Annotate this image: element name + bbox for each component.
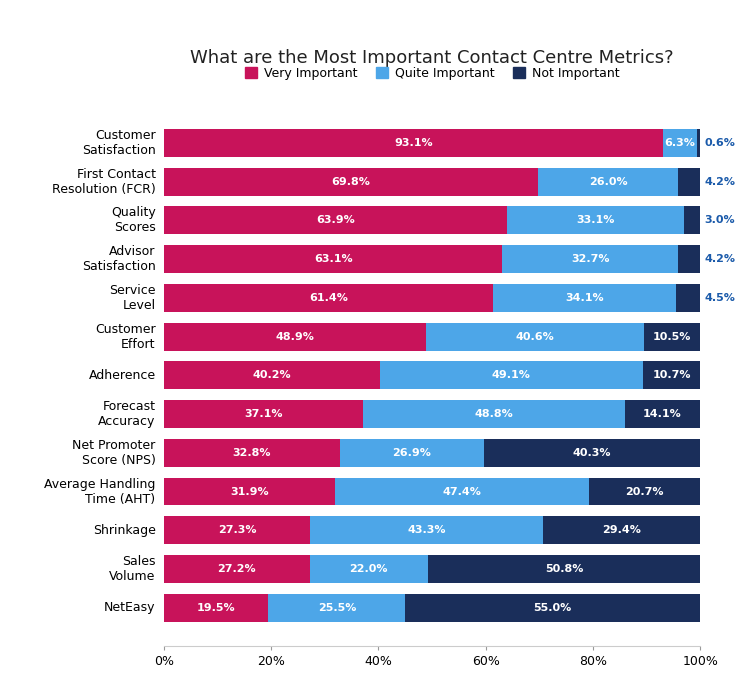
Text: 19.5%: 19.5% <box>197 603 235 613</box>
Bar <box>164 206 507 234</box>
Bar <box>310 555 428 583</box>
Text: 10.5%: 10.5% <box>653 332 691 341</box>
Text: 29.4%: 29.4% <box>602 525 641 535</box>
Bar <box>164 167 539 195</box>
Bar <box>164 594 268 622</box>
Bar <box>164 439 340 467</box>
Text: 27.2%: 27.2% <box>218 564 256 574</box>
Text: 48.8%: 48.8% <box>475 409 513 419</box>
Bar <box>678 245 700 273</box>
Bar <box>164 245 502 273</box>
Bar <box>164 555 310 583</box>
Text: 22.0%: 22.0% <box>349 564 388 574</box>
Bar <box>164 361 379 389</box>
Bar <box>502 245 678 273</box>
Bar <box>663 129 697 157</box>
Text: 10.7%: 10.7% <box>653 370 691 380</box>
Text: 34.1%: 34.1% <box>565 293 604 303</box>
Bar <box>643 361 700 389</box>
Text: 32.7%: 32.7% <box>571 254 609 264</box>
Text: 4.5%: 4.5% <box>705 293 735 303</box>
Text: 49.1%: 49.1% <box>492 370 530 380</box>
Text: 55.0%: 55.0% <box>533 603 572 613</box>
Bar <box>428 555 700 583</box>
Text: 26.9%: 26.9% <box>393 448 431 458</box>
Bar <box>164 284 493 312</box>
Text: 43.3%: 43.3% <box>408 525 446 535</box>
Text: 20.7%: 20.7% <box>626 486 664 496</box>
Bar <box>164 129 663 157</box>
Text: 63.1%: 63.1% <box>314 254 352 264</box>
Text: 4.2%: 4.2% <box>705 177 735 186</box>
Bar <box>624 400 700 428</box>
Bar <box>164 400 363 428</box>
Bar <box>164 477 335 505</box>
Bar <box>507 206 684 234</box>
Text: 3.0%: 3.0% <box>705 215 735 225</box>
Bar <box>311 516 542 544</box>
Bar <box>644 322 700 350</box>
Bar <box>379 361 643 389</box>
Bar <box>363 400 624 428</box>
Text: 40.2%: 40.2% <box>253 370 291 380</box>
Bar <box>340 439 484 467</box>
Text: 69.8%: 69.8% <box>332 177 370 186</box>
Text: 50.8%: 50.8% <box>545 564 583 574</box>
Text: 31.9%: 31.9% <box>230 486 269 496</box>
Text: 48.9%: 48.9% <box>276 332 314 341</box>
Text: 61.4%: 61.4% <box>309 293 348 303</box>
Text: 40.6%: 40.6% <box>516 332 554 341</box>
Text: 93.1%: 93.1% <box>394 138 433 148</box>
Bar <box>164 322 426 350</box>
Legend: Very Important, Quite Important, Not Important: Very Important, Quite Important, Not Imp… <box>240 62 624 85</box>
Text: 33.1%: 33.1% <box>576 215 615 225</box>
Text: 63.9%: 63.9% <box>316 215 355 225</box>
Bar <box>335 477 589 505</box>
Bar <box>697 129 700 157</box>
Bar <box>678 167 700 195</box>
Bar <box>484 439 700 467</box>
Text: 47.4%: 47.4% <box>443 486 481 496</box>
Bar <box>405 594 700 622</box>
Text: 27.3%: 27.3% <box>218 525 256 535</box>
Bar <box>684 206 700 234</box>
Bar <box>539 167 678 195</box>
Bar <box>589 477 700 505</box>
Text: 6.3%: 6.3% <box>665 138 696 148</box>
Text: 14.1%: 14.1% <box>643 409 682 419</box>
Bar <box>493 284 676 312</box>
Bar <box>426 322 644 350</box>
Text: 40.3%: 40.3% <box>573 448 612 458</box>
Title: What are the Most Important Contact Centre Metrics?: What are the Most Important Contact Cent… <box>190 49 674 67</box>
Text: 0.6%: 0.6% <box>705 138 735 148</box>
Bar <box>268 594 405 622</box>
Text: 32.8%: 32.8% <box>232 448 271 458</box>
Text: 25.5%: 25.5% <box>317 603 356 613</box>
Bar <box>676 284 700 312</box>
Text: 26.0%: 26.0% <box>589 177 627 186</box>
Text: 37.1%: 37.1% <box>244 409 282 419</box>
Bar <box>542 516 700 544</box>
Bar <box>164 516 311 544</box>
Text: 4.2%: 4.2% <box>705 254 735 264</box>
